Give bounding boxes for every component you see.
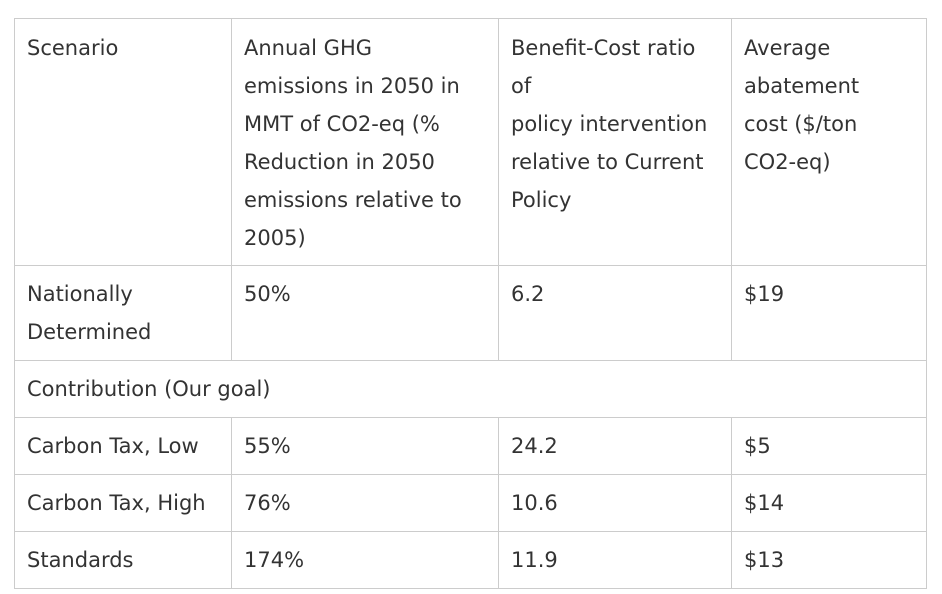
cell-benefit-cost: 6.2: [498, 265, 732, 361]
header-annual-ghg-emissions: Annual GHG emissions in 2050 in MMT of C…: [231, 18, 499, 266]
header-benefit-cost-ratio: Benefit-Cost ratio of policy interventio…: [498, 18, 732, 266]
table-row: Standards 174% 11.9 $13: [14, 531, 927, 589]
cell-abatement-cost: $19: [731, 265, 927, 361]
scenario-comparison-table: Scenario Annual GHG emissions in 2050 in…: [14, 18, 927, 589]
cell-scenario-continuation: Contribution (Our goal): [14, 360, 927, 418]
cell-abatement-cost: $13: [731, 531, 927, 589]
cell-emissions: 76%: [231, 474, 499, 532]
header-average-abatement-cost: Average abatement cost ($/ton CO2-eq): [731, 18, 927, 266]
table-row: Carbon Tax, High 76% 10.6 $14: [14, 474, 927, 532]
cell-abatement-cost: $14: [731, 474, 927, 532]
table-row: Contribution (Our goal): [14, 360, 927, 418]
cell-benefit-cost: 24.2: [498, 417, 732, 475]
cell-benefit-cost: 11.9: [498, 531, 732, 589]
cell-abatement-cost: $5: [731, 417, 927, 475]
cell-benefit-cost: 10.6: [498, 474, 732, 532]
table-header-row: Scenario Annual GHG emissions in 2050 in…: [14, 18, 927, 266]
cell-emissions: 50%: [231, 265, 499, 361]
cell-emissions: 174%: [231, 531, 499, 589]
cell-scenario: Nationally Determined: [14, 265, 232, 361]
cell-scenario: Carbon Tax, Low: [14, 417, 232, 475]
cell-scenario: Carbon Tax, High: [14, 474, 232, 532]
cell-emissions: 55%: [231, 417, 499, 475]
header-scenario: Scenario: [14, 18, 232, 266]
table-row: Carbon Tax, Low 55% 24.2 $5: [14, 417, 927, 475]
table-row: Nationally Determined 50% 6.2 $19: [14, 265, 927, 361]
cell-scenario: Standards: [14, 531, 232, 589]
